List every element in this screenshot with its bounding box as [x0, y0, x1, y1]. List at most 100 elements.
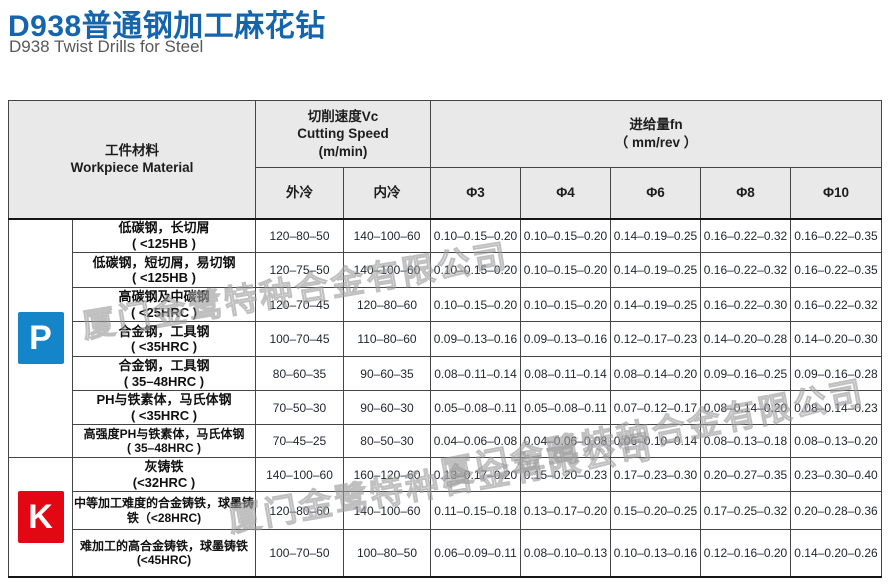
value-cell: 0.20–0.28–0.36	[789, 491, 883, 530]
value-cell: 0.14–0.20–0.26	[789, 529, 883, 577]
value-cell: 100–70–50	[255, 529, 344, 577]
value-cell: 70–50–30	[255, 390, 344, 425]
group-cell-p: P	[8, 218, 73, 458]
value-cell: 0.04–0.06–0.08	[430, 424, 521, 458]
value-cell: 0.16–0.22–0.32	[700, 218, 791, 253]
table-row: PH与铁素体，马氏体钢( <35HRC ) 70–50–30 90–60–30 …	[9, 390, 883, 425]
value-cell: 0.08–0.14–0.20	[700, 390, 791, 425]
table-row: 高碳钢及中碳钢( <25HRC ) 120–70–45 120–80–60 0.…	[9, 287, 883, 322]
value-cell: 0.06–0.10–0.14	[610, 424, 701, 458]
value-cell: 120–75–50	[255, 252, 344, 288]
table-row: 高强度PH与铁素体，马氏体钢( 35–48HRC ) 70–45–25 80–5…	[9, 424, 883, 458]
table-row: K 灰铸铁 (<32HRC ) 140–100–60 160–120–60 0.1…	[8, 457, 883, 577]
value-cell: 0.14–0.19–0.25	[610, 218, 701, 253]
header-cutting-unit: (m/min)	[318, 143, 368, 159]
header-cutting-speed: 切削速度Vc Cutting Speed (m/min)	[255, 100, 431, 168]
value-cell: 0.10–0.13–0.16	[610, 529, 701, 577]
header-cutting-en: Cutting Speed	[297, 126, 389, 142]
value-cell: 0.09–0.16–0.25	[700, 356, 791, 391]
subheader-dia-10: Φ10	[789, 167, 883, 219]
group-badge-p: P	[17, 312, 64, 365]
table-row: 合金钢，工具钢( <35HRC ) 100–70–45 110–80–60 0.…	[9, 321, 883, 357]
value-cell: 0.16–0.22–0.35	[789, 252, 883, 288]
value-cell: 0.16–0.22–0.30	[700, 287, 791, 322]
value-cell: 0.16–0.22–0.32	[789, 287, 883, 322]
value-cell: 90–60–35	[343, 356, 431, 391]
value-cell: 110–80–60	[343, 321, 431, 357]
value-cell: 0.10–0.15–0.20	[520, 287, 611, 322]
value-cell: 0.10–0.15–0.20	[520, 218, 611, 253]
value-cell: 0.14–0.19–0.25	[610, 287, 701, 322]
value-cell: 120–70–45	[255, 287, 344, 322]
value-cell: 100–80–50	[343, 529, 431, 577]
page-title: D938普通钢加工麻花钻	[8, 10, 326, 43]
value-cell: 0.09–0.16–0.28	[789, 356, 883, 391]
page-subtitle: D938 Twist Drills for Steel	[9, 37, 204, 56]
value-cell: 0.17–0.25–0.32	[700, 491, 791, 530]
value-cell: 100–70–45	[255, 321, 344, 357]
material-cell: PH与铁素体，马氏体钢( <35HRC )	[72, 390, 256, 425]
material-cell: 中等加工难度的合金铸铁，球墨铸铁（<28HRC)	[72, 491, 256, 530]
header-feed-rate: 进给量fn （ mm/rev ）	[429, 100, 883, 168]
header-cutting-zh: 切削速度Vc	[307, 108, 379, 124]
value-cell: 0.14–0.20–0.28	[700, 321, 791, 357]
value-cell: 0.09–0.13–0.16	[520, 321, 611, 357]
table-row: 合金钢，工具钢( 35–48HRC ) 80–60–35 90–60–35 0.…	[9, 356, 883, 391]
value-cell: 0.23–0.30–0.40	[789, 457, 883, 492]
subheader-dia-8: Φ8	[700, 167, 791, 219]
value-cell: 120–80–60	[255, 491, 344, 530]
value-cell: 0.10–0.15–0.20	[430, 218, 521, 253]
value-cell: 140–100–60	[255, 457, 344, 492]
value-cell: 0.17–0.23–0.30	[610, 457, 701, 492]
value-cell: 0.08–0.13–0.20	[789, 424, 883, 458]
value-cell: 160–120–60	[343, 457, 431, 492]
value-cell: 120–80–60	[343, 287, 431, 322]
header-workpiece-zh: 工件材料	[105, 142, 159, 158]
header-workpiece-en: Workpiece Material	[70, 160, 194, 176]
subheader-internal-cooling: 内冷	[343, 167, 431, 219]
value-cell: 0.08–0.14–0.20	[610, 356, 701, 391]
value-cell: 0.06–0.09–0.11	[430, 529, 521, 577]
value-cell: 0.12–0.16–0.20	[700, 529, 791, 577]
drill-spec-table: 工件材料 Workpiece Material 切削速度Vc Cutting S…	[8, 100, 883, 578]
value-cell: 0.14–0.20–0.30	[789, 321, 883, 357]
material-cell: 高强度PH与铁素体，马氏体钢( 35–48HRC )	[72, 424, 256, 458]
value-cell: 0.08–0.11–0.14	[430, 356, 521, 391]
table-row: 中等加工难度的合金铸铁，球墨铸铁（<28HRC) 120–80–60 140–1…	[9, 491, 883, 530]
value-cell: 80–60–35	[255, 356, 344, 391]
value-cell: 0.08–0.10–0.13	[520, 529, 611, 577]
value-cell: 0.20–0.27–0.35	[700, 457, 791, 492]
group-cell-k: K	[8, 457, 73, 577]
value-cell: 0.16–0.22–0.32	[700, 252, 791, 288]
material-cell: 难加工的高合金铸铁，球墨铸铁 (<45HRC)	[72, 529, 256, 577]
value-cell: 0.05–0.08–0.11	[520, 390, 611, 425]
material-cell: 合金钢，工具钢( 35–48HRC )	[72, 356, 256, 391]
subheader-dia-4: Φ4	[520, 167, 611, 219]
value-cell: 0.08–0.13–0.18	[700, 424, 791, 458]
header-feed-zh: 进给量fn	[629, 117, 683, 133]
value-cell: 0.15–0.20–0.23	[520, 457, 611, 492]
table-row: 难加工的高合金铸铁，球墨铸铁 (<45HRC) 100–70–50 100–80–…	[9, 529, 883, 577]
value-cell: 0.08–0.14–0.23	[789, 390, 883, 425]
value-cell: 140–100–60	[343, 491, 431, 530]
table-row: P 低碳钢，长切屑( <125HB ) 120–80–50 140–100–60…	[8, 218, 883, 458]
value-cell: 0.16–0.22–0.35	[789, 218, 883, 253]
header-workpiece-material: 工件材料 Workpiece Material	[8, 100, 256, 219]
subheader-dia-3: Φ3	[430, 167, 521, 219]
material-cell: 低碳钢，长切屑( <125HB )	[72, 218, 256, 253]
group-badge-k: K	[17, 490, 64, 543]
value-cell: 0.04–0.06–0.08	[520, 424, 611, 458]
material-cell: 低碳钢，短切屑，易切钢( <125HB )	[72, 252, 256, 288]
value-cell: 0.07–0.12–0.17	[610, 390, 701, 425]
subheader-external-cooling: 外冷	[255, 167, 344, 219]
value-cell: 0.11–0.15–0.18	[430, 491, 521, 530]
value-cell: 0.12–0.17–0.23	[610, 321, 701, 357]
material-cell: 高碳钢及中碳钢( <25HRC )	[72, 287, 256, 322]
material-cell: 合金钢，工具钢( <35HRC )	[72, 321, 256, 357]
value-cell: 0.10–0.15–0.20	[430, 287, 521, 322]
value-cell: 0.10–0.15–0.20	[520, 252, 611, 288]
value-cell: 140–100–60	[343, 218, 431, 253]
value-cell: 0.09–0.13–0.16	[430, 321, 521, 357]
value-cell: 0.15–0.20–0.25	[610, 491, 701, 530]
